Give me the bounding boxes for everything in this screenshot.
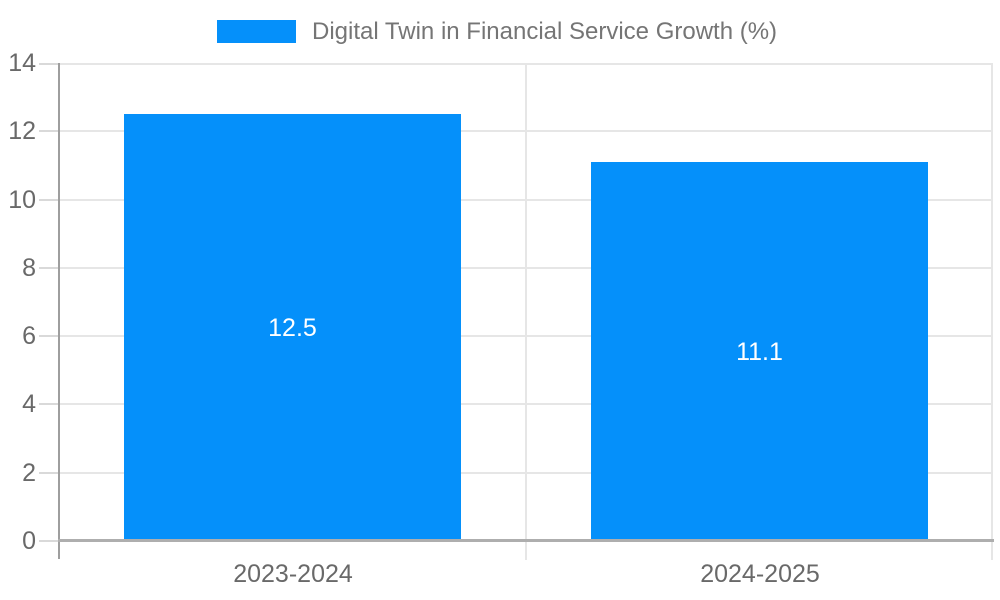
- category-divider: [525, 63, 527, 560]
- y-tick-label: 2: [22, 458, 36, 487]
- x-tick-label: 2023-2024: [233, 560, 353, 588]
- y-tick-label: 6: [22, 322, 36, 351]
- y-tick-mark: [39, 63, 59, 65]
- bar-2024-2025[interactable]: 11.1: [591, 162, 928, 541]
- y-axis-line: [58, 63, 60, 559]
- y-tick-mark: [39, 335, 59, 338]
- y-tick-mark: [39, 403, 59, 406]
- y-tick-label: 10: [8, 185, 36, 214]
- legend-swatch-icon: [217, 20, 296, 43]
- y-tick-mark: [39, 198, 59, 201]
- y-tick-label: 14: [8, 49, 36, 77]
- bar-value-label: 11.1: [736, 337, 783, 366]
- y-tick-mark: [39, 471, 59, 474]
- right-border-line: [991, 63, 993, 560]
- legend-label: Digital Twin in Financial Service Growth…: [312, 18, 778, 45]
- y-tick-label: 4: [22, 390, 36, 419]
- chart-legend: Digital Twin in Financial Service Growth…: [217, 17, 777, 46]
- y-tick-mark: [39, 266, 59, 269]
- y-tick-label: 0: [22, 527, 36, 555]
- y-tick-mark: [39, 540, 59, 542]
- plot-area: 12.5 11.1: [39, 63, 993, 560]
- y-tick-label: 8: [22, 253, 36, 282]
- x-tick-label: 2024-2025: [700, 560, 820, 588]
- x-axis-baseline: [58, 539, 994, 542]
- bar-2023-2024[interactable]: 12.5: [124, 114, 461, 541]
- y-tick-mark: [39, 130, 59, 133]
- bar-value-label: 12.5: [268, 313, 317, 342]
- y-tick-label: 12: [8, 117, 36, 146]
